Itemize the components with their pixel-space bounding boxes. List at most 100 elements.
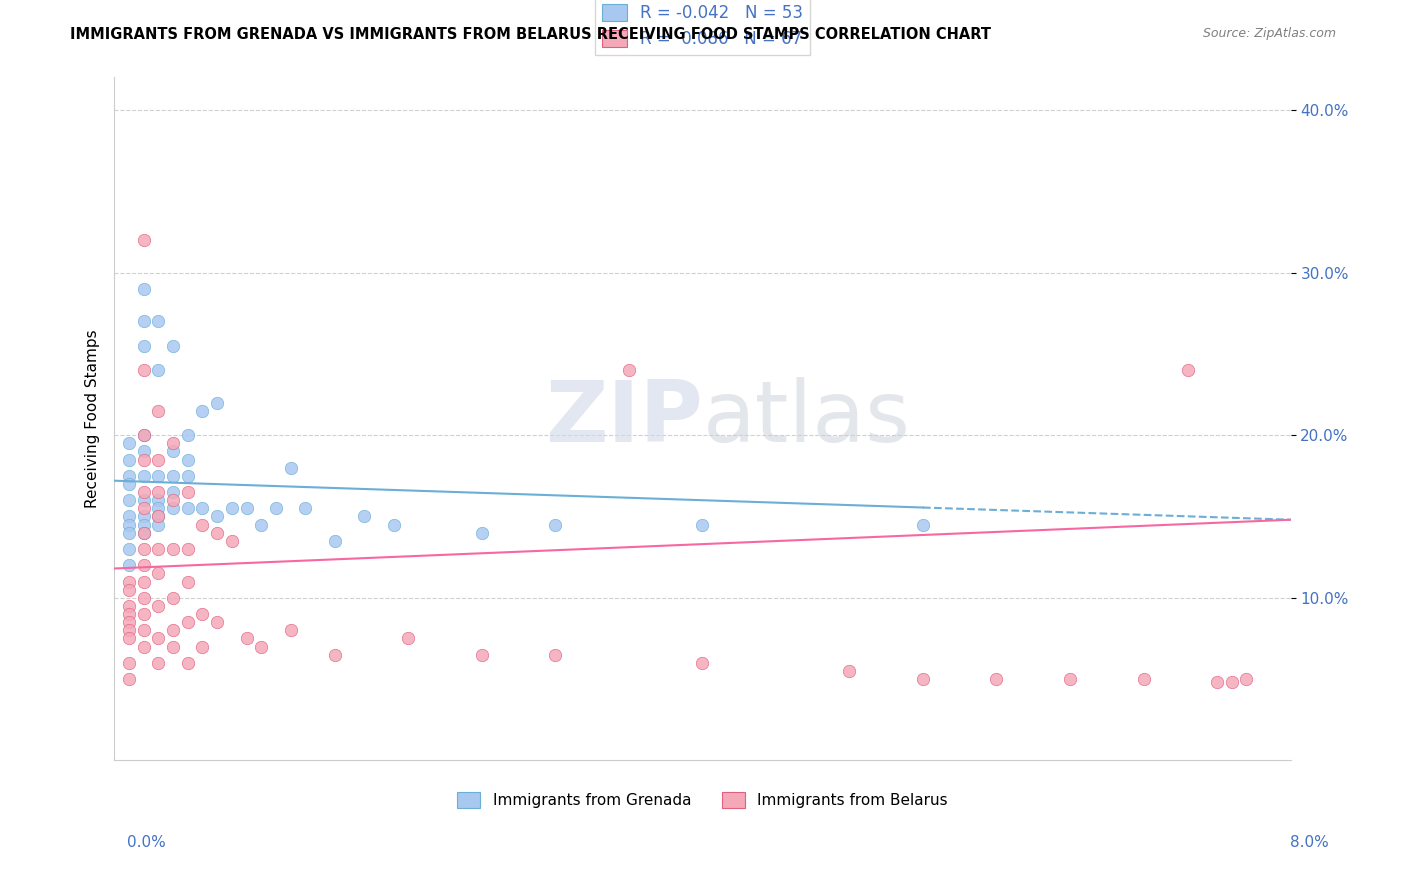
- Point: [118, 558, 141, 573]
- Point: [132, 591, 155, 605]
- Point: [177, 468, 200, 483]
- Point: [118, 607, 141, 621]
- Point: [132, 558, 155, 573]
- Point: [132, 501, 155, 516]
- Point: [191, 640, 214, 654]
- Point: [118, 574, 141, 589]
- Point: [353, 509, 375, 524]
- Point: [132, 452, 155, 467]
- Point: [1132, 672, 1154, 686]
- Point: [132, 428, 155, 442]
- Point: [132, 314, 155, 328]
- Point: [118, 582, 141, 597]
- Point: [148, 468, 170, 483]
- Point: [162, 436, 184, 450]
- Point: [132, 282, 155, 296]
- Point: [118, 632, 141, 646]
- Point: [148, 485, 170, 500]
- Point: [221, 501, 243, 516]
- Point: [221, 533, 243, 548]
- Text: atlas: atlas: [703, 377, 911, 460]
- Point: [280, 624, 302, 638]
- Point: [1206, 675, 1229, 690]
- Point: [162, 468, 184, 483]
- Point: [1059, 672, 1081, 686]
- Point: [191, 404, 214, 418]
- Point: [177, 574, 200, 589]
- Point: [148, 566, 170, 581]
- Point: [205, 615, 228, 629]
- Point: [205, 395, 228, 409]
- Point: [692, 656, 714, 670]
- Point: [132, 363, 155, 377]
- Text: 0.0%: 0.0%: [127, 836, 166, 850]
- Point: [1177, 363, 1199, 377]
- Point: [132, 517, 155, 532]
- Point: [323, 648, 346, 662]
- Point: [118, 624, 141, 638]
- Text: ZIP: ZIP: [544, 377, 703, 460]
- Point: [162, 493, 184, 508]
- Point: [191, 501, 214, 516]
- Point: [118, 477, 141, 491]
- Point: [132, 468, 155, 483]
- Point: [132, 541, 155, 556]
- Point: [177, 541, 200, 556]
- Point: [294, 501, 316, 516]
- Point: [177, 485, 200, 500]
- Point: [382, 517, 405, 532]
- Point: [162, 591, 184, 605]
- Point: [148, 404, 170, 418]
- Point: [148, 632, 170, 646]
- Point: [132, 339, 155, 353]
- Point: [132, 428, 155, 442]
- Point: [148, 541, 170, 556]
- Point: [162, 339, 184, 353]
- Point: [132, 607, 155, 621]
- Point: [1236, 672, 1258, 686]
- Point: [191, 607, 214, 621]
- Point: [118, 436, 141, 450]
- Point: [148, 656, 170, 670]
- Point: [132, 525, 155, 540]
- Point: [911, 517, 934, 532]
- Point: [148, 509, 170, 524]
- Point: [118, 517, 141, 532]
- Point: [118, 509, 141, 524]
- Point: [1220, 675, 1243, 690]
- Point: [205, 525, 228, 540]
- Point: [177, 428, 200, 442]
- Point: [132, 233, 155, 247]
- Point: [205, 509, 228, 524]
- Point: [118, 468, 141, 483]
- Point: [148, 509, 170, 524]
- Point: [148, 363, 170, 377]
- Point: [132, 525, 155, 540]
- Point: [617, 363, 640, 377]
- Point: [148, 599, 170, 613]
- Point: [118, 672, 141, 686]
- Point: [323, 533, 346, 548]
- Point: [148, 452, 170, 467]
- Point: [177, 615, 200, 629]
- Point: [132, 640, 155, 654]
- Point: [162, 640, 184, 654]
- Point: [280, 460, 302, 475]
- Point: [132, 493, 155, 508]
- Point: [235, 632, 257, 646]
- Point: [471, 525, 494, 540]
- Point: [162, 485, 184, 500]
- Text: 8.0%: 8.0%: [1289, 836, 1329, 850]
- Point: [162, 444, 184, 458]
- Point: [396, 632, 419, 646]
- Y-axis label: Receiving Food Stamps: Receiving Food Stamps: [86, 330, 100, 508]
- Point: [148, 517, 170, 532]
- Point: [118, 493, 141, 508]
- Point: [177, 501, 200, 516]
- Point: [132, 509, 155, 524]
- Point: [118, 599, 141, 613]
- Point: [118, 615, 141, 629]
- Point: [544, 648, 567, 662]
- Text: Source: ZipAtlas.com: Source: ZipAtlas.com: [1202, 27, 1336, 40]
- Point: [191, 517, 214, 532]
